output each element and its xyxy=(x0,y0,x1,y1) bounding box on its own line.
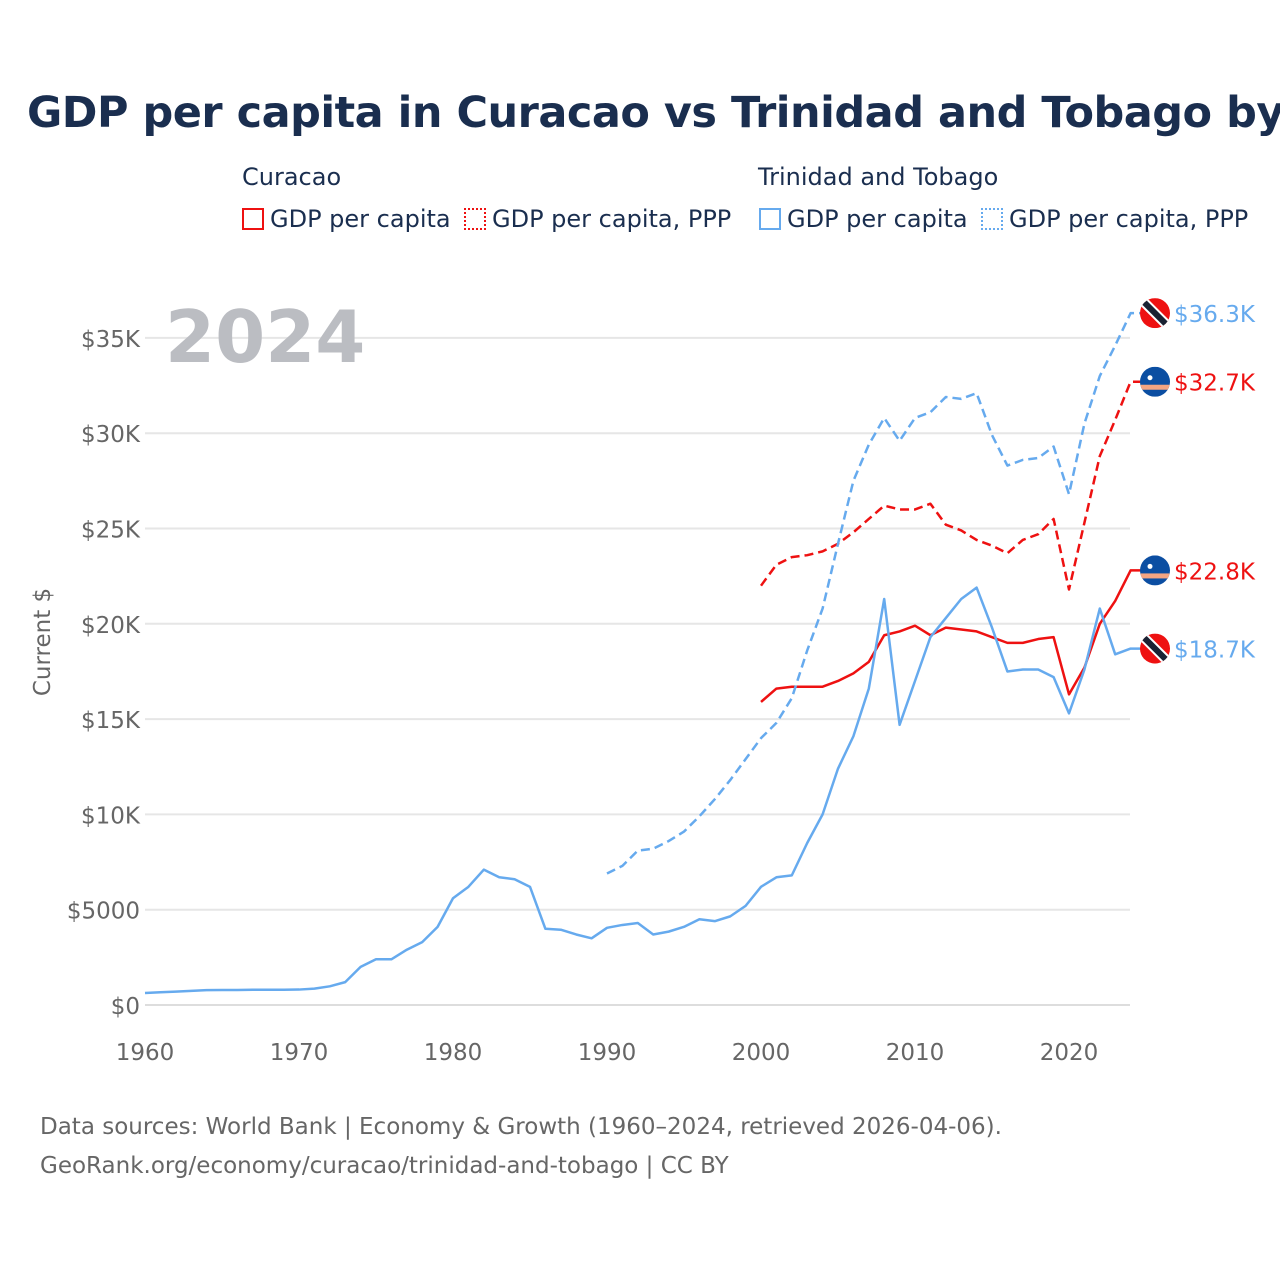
legend-swatch-solid-red xyxy=(242,208,264,230)
y-axis-label: Current $ xyxy=(30,588,56,696)
y-tick-label: $25K xyxy=(81,518,141,544)
curacao-flag-icon xyxy=(1140,366,1170,397)
y-tick-label: $0 xyxy=(111,994,140,1020)
legend-label: GDP per capita, PPP xyxy=(1009,205,1249,233)
legend-swatch-solid-blue xyxy=(759,208,781,230)
series-line-curacao-ppp xyxy=(759,380,1141,591)
y-tick-label: $35K xyxy=(81,327,141,353)
y-tick-label: $20K xyxy=(81,613,141,639)
trinidad-flag-icon xyxy=(1140,298,1170,329)
y-tick-label: $10K xyxy=(81,803,141,829)
plot-area: $0 $5000 $10K $15K $20K $25K $30K $35K 1960 1970 1… xyxy=(30,295,1256,1066)
x-tick-label: 1970 xyxy=(270,1040,329,1066)
legend-label: GDP per capita xyxy=(270,205,451,233)
footer: Data sources: World Bank | Economy & Gro… xyxy=(40,1108,1002,1186)
legend-label: GDP per capita, PPP xyxy=(492,205,732,233)
x-tick-label: 1990 xyxy=(578,1040,637,1066)
x-tick-label: 2020 xyxy=(1040,1040,1099,1066)
y-tick-label: $5000 xyxy=(67,899,140,925)
y-tick-label: $30K xyxy=(81,422,141,448)
y-tick-label: $15K xyxy=(81,708,141,734)
x-tick-label: 2010 xyxy=(886,1040,945,1066)
x-tick-label: 2000 xyxy=(732,1040,791,1066)
legend-group-tt: Trinidad and Tobago xyxy=(758,163,999,191)
legend-tt-ppp[interactable]: GDP per capita, PPP xyxy=(981,205,1248,233)
trinidad-flag-icon xyxy=(1140,633,1170,664)
end-value-label: $22.8K xyxy=(1174,559,1256,585)
end-value-label: $32.7K xyxy=(1174,371,1256,397)
legend-tt-gdp[interactable]: GDP per capita xyxy=(759,205,968,233)
legend-curacao-gdp[interactable]: GDP per capita xyxy=(242,205,451,233)
legend-label: GDP per capita xyxy=(787,205,968,233)
curacao-flag-icon xyxy=(1140,555,1170,586)
x-tick-label: 1980 xyxy=(424,1040,483,1066)
series-line-tt-ppp xyxy=(606,311,1141,875)
legend-group-curacao: Curacao xyxy=(242,163,342,191)
legend-swatch-dotted-red xyxy=(464,208,486,230)
source-link[interactable]: GeoRank.org/economy/curacao/trinidad-and… xyxy=(40,1153,729,1179)
end-value-label: $18.7K xyxy=(1174,638,1256,664)
x-tick-label: 1960 xyxy=(116,1040,175,1066)
legend-swatch-dotted-blue xyxy=(981,208,1003,230)
series-line-tt-gdp xyxy=(144,586,1141,995)
end-value-label: $36.3K xyxy=(1174,302,1256,328)
year-watermark: 2024 xyxy=(165,295,365,379)
chart-title: GDP per capita in Curacao vs Trinidad an… xyxy=(27,88,1280,138)
legend-curacao-ppp[interactable]: GDP per capita, PPP xyxy=(464,205,731,233)
data-sources: Data sources: World Bank | Economy & Gro… xyxy=(40,1114,1002,1140)
series-line-curacao-gdp xyxy=(760,569,1141,703)
